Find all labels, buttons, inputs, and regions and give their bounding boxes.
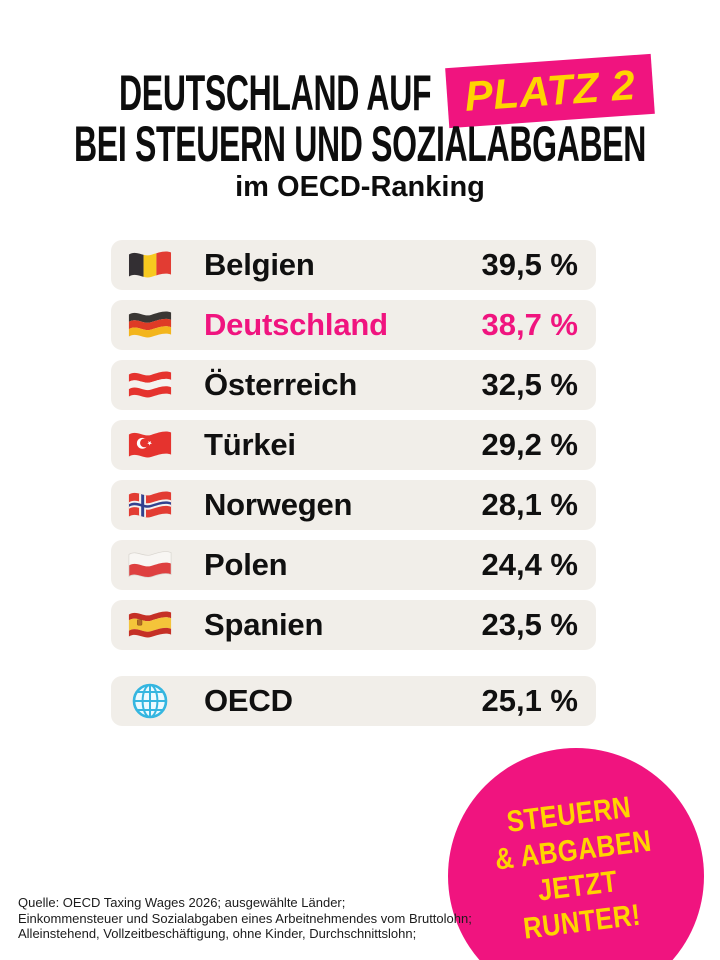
austria-flag-icon — [127, 368, 173, 402]
country-value: 28,1 % — [481, 487, 578, 522]
ranking-list: Belgien 39,5 % Deutschland 38,7 % Österreich… — [111, 240, 596, 660]
germany-flag-icon — [127, 308, 173, 342]
table-row: Österreich 32,5 % — [111, 360, 596, 410]
title-subtitle: im OECD-Ranking — [235, 171, 485, 203]
spain-flag-icon — [127, 608, 173, 642]
source-line: Quelle: OECD Taxing Wages 2026; ausgewäh… — [18, 895, 346, 910]
table-row: Spanien 23,5 % — [111, 600, 596, 650]
oecd-value: 25,1 % — [481, 683, 578, 718]
platz2-label: PLATZ 2 — [463, 61, 637, 120]
table-row: Deutschland 38,7 % — [111, 300, 596, 350]
title-line1: DEUTSCHLAND AUF — [119, 65, 432, 121]
country-label: Belgien — [204, 247, 315, 282]
poland-flag-icon — [127, 548, 173, 582]
cta-badge-text: STEUERN & ABGABEN JETZT RUNTER! — [475, 786, 676, 951]
globe-icon — [127, 683, 173, 719]
table-row: Türkei 29,2 % — [111, 420, 596, 470]
country-label: Deutschland — [204, 307, 388, 342]
country-label: Türkei — [204, 427, 296, 462]
source-line: Alleinstehend, Vollzeitbeschäftigung, oh… — [18, 926, 417, 941]
table-row: Belgien 39,5 % — [111, 240, 596, 290]
table-row: Norwegen 28,1 % — [111, 480, 596, 530]
source-note: Quelle: OECD Taxing Wages 2026; ausgewäh… — [18, 895, 472, 942]
country-value: 23,5 % — [481, 607, 578, 642]
country-value: 29,2 % — [481, 427, 578, 462]
country-value: 39,5 % — [481, 247, 578, 282]
norway-flag-icon — [127, 488, 173, 522]
country-label: Österreich — [204, 367, 358, 402]
table-row: Polen 24,4 % — [111, 540, 596, 590]
belgium-flag-icon — [127, 248, 173, 282]
oecd-summary-row: OECD 25,1 % — [111, 676, 596, 726]
country-value: 38,7 % — [481, 307, 578, 342]
country-label: Norwegen — [204, 487, 353, 522]
country-value: 24,4 % — [481, 547, 578, 582]
turkey-flag-icon — [127, 428, 173, 462]
title-line1-wrap: DEUTSCHLAND AUF — [119, 68, 607, 118]
cta-badge: STEUERN & ABGABEN JETZT RUNTER! — [448, 748, 704, 960]
title-line2: BEI STEUERN UND SOZIALABGABEN — [74, 116, 647, 172]
country-label: Polen — [204, 547, 288, 582]
country-label: Spanien — [204, 607, 324, 642]
country-value: 32,5 % — [481, 367, 578, 402]
title-line2-wrap: BEI STEUERN UND SOZIALABGABEN — [74, 119, 720, 169]
source-line: Einkommensteuer und Sozialabgaben eines … — [18, 910, 472, 926]
oecd-label: OECD — [204, 683, 293, 718]
